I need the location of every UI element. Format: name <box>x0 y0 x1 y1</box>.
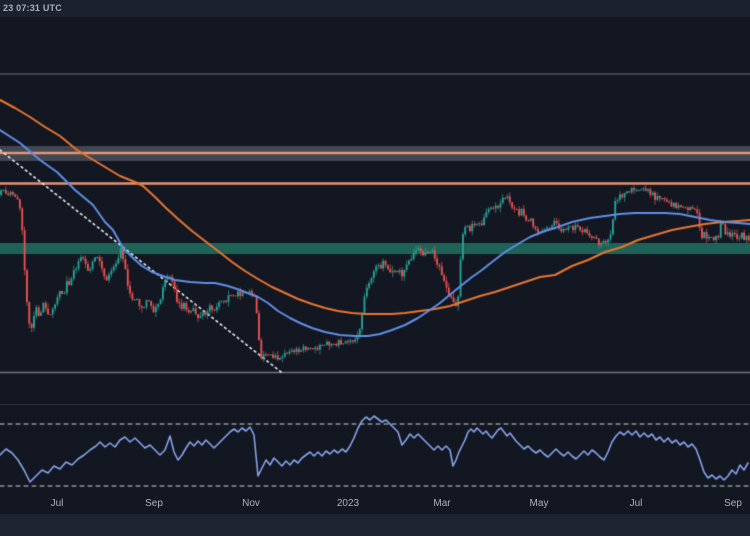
timestamp-label: 23 07:31 UTC <box>3 3 62 13</box>
time-axis-label: Jul <box>629 498 643 509</box>
rsi-panel-canvas[interactable] <box>0 405 750 494</box>
time-axis-label: Sep <box>724 498 742 509</box>
chart-header-bar: 23 07:31 UTC <box>0 0 750 17</box>
time-axis-label: Mar <box>433 498 451 509</box>
time-axis-label: Jul <box>50 498 64 509</box>
bottom-strip <box>0 514 750 536</box>
time-axis-label: Sep <box>145 498 163 509</box>
price-chart-canvas[interactable] <box>0 17 750 404</box>
panel-separator[interactable] <box>0 404 750 405</box>
time-axis-label: May <box>529 498 549 509</box>
time-axis-label: 2023 <box>336 498 360 509</box>
time-axis-label: Nov <box>242 498 260 509</box>
time-axis[interactable]: Jul Sep Nov 2023 Mar May Jul Sep <box>0 494 750 514</box>
